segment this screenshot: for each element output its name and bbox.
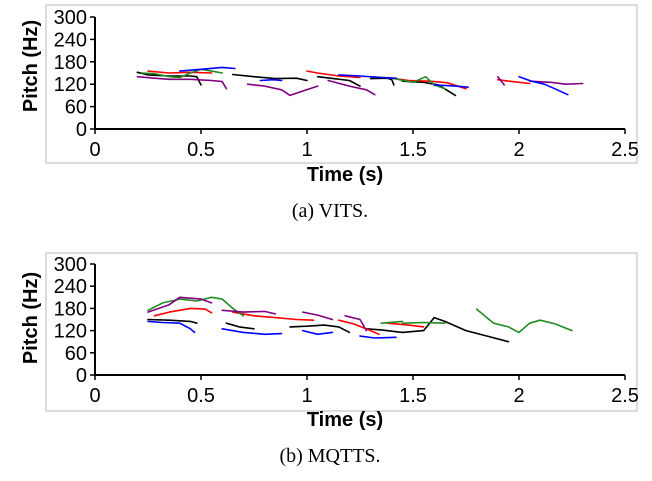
chart-b-caption: (b) MQTTS. bbox=[279, 445, 380, 467]
chart-a-series-red-segment bbox=[496, 78, 531, 85]
chart-a-x-tick-label: 0 bbox=[89, 139, 100, 161]
chart-a-x-tick-label: 0.5 bbox=[187, 139, 215, 161]
chart-a-frame bbox=[45, 4, 638, 164]
chart-a-ylabel: Pitch (Hz) bbox=[20, 20, 42, 112]
chart-a-series-purple-segment bbox=[528, 80, 584, 85]
chart-a-series-red-segment bbox=[147, 70, 213, 74]
chart-a-series-purple-segment bbox=[136, 75, 228, 90]
chart-a-y-tick-label: 180 bbox=[54, 52, 87, 74]
chart-b-series-black-segment bbox=[365, 316, 510, 343]
chart-b-series-red-segment bbox=[153, 307, 213, 317]
chart-b-series-blue-segment bbox=[147, 320, 196, 334]
chart-a-series-black-segment bbox=[136, 71, 202, 86]
chart-b-y-tick-label: 240 bbox=[54, 276, 87, 298]
chart-b-series-green-segment bbox=[380, 320, 404, 325]
chart-b-frame bbox=[45, 252, 638, 412]
chart-b-series-blue-segment bbox=[359, 335, 397, 339]
chart-a-y-tick-label: 300 bbox=[54, 7, 87, 29]
chart-a-x-tick-label: 2.5 bbox=[611, 139, 639, 161]
chart-a-series-blue-segment bbox=[179, 66, 236, 72]
chart-a-x-tick-label: 1 bbox=[301, 139, 312, 161]
chart-b-series-black-segment bbox=[147, 318, 198, 325]
chart-b-series-green-segment bbox=[147, 296, 245, 317]
chart-b-series-red-segment bbox=[386, 322, 425, 328]
chart-b-series-green-segment bbox=[475, 308, 573, 334]
chart-b-ylabel: Pitch (Hz) bbox=[20, 272, 42, 364]
chart-b-series-blue-segment bbox=[221, 327, 283, 336]
chart-a-series-purple-segment bbox=[327, 79, 376, 96]
chart-a-series-black-segment bbox=[232, 73, 308, 82]
chart-b-series-purple-segment bbox=[344, 314, 368, 332]
chart-a-x-tick-label: 1.5 bbox=[399, 139, 427, 161]
chart-b-x-tick-label: 0.5 bbox=[187, 385, 215, 407]
chart-a-series-green-segment bbox=[140, 68, 223, 79]
chart-b-series-green-segment bbox=[401, 321, 446, 325]
chart-b-y-tick-label: 180 bbox=[54, 298, 87, 320]
chart-a-series-blue-segment bbox=[518, 75, 569, 96]
chart-b-x-tick-label: 2 bbox=[513, 385, 524, 407]
chart-a-series-blue-segment bbox=[259, 78, 283, 82]
chart-b-x-tick-label: 0 bbox=[89, 385, 100, 407]
chart-b-y-tick-label: 0 bbox=[76, 365, 87, 387]
chart-a-y-tick-label: 240 bbox=[54, 29, 87, 51]
chart-a-xlabel: Time (s) bbox=[307, 164, 383, 186]
chart-b-y-tick-label: 300 bbox=[54, 254, 87, 276]
chart-a-x-tick-label: 2 bbox=[513, 139, 524, 161]
chart-a-series-purple-segment bbox=[246, 83, 319, 97]
chart-b-series-red-segment bbox=[337, 319, 380, 336]
chart-b-y-tick-label: 120 bbox=[54, 321, 87, 343]
chart-b-series-black-segment bbox=[289, 324, 351, 334]
chart-b-series-blue-segment bbox=[301, 329, 334, 336]
chart-b-xlabel: Time (s) bbox=[307, 409, 383, 431]
chart-b-x-tick-label: 1 bbox=[301, 385, 312, 407]
chart-a-y-tick-label: 60 bbox=[65, 97, 87, 119]
chart-a-series-purple-segment bbox=[496, 75, 506, 86]
chart-a-series-black-segment bbox=[369, 77, 395, 86]
chart-b-x-tick-label: 2.5 bbox=[611, 385, 639, 407]
chart-a-series-black-segment bbox=[316, 75, 361, 87]
chart-b-y-tick-label: 60 bbox=[65, 343, 87, 365]
chart-a-y-tick-label: 120 bbox=[54, 74, 87, 96]
chart-a-series-red-segment bbox=[306, 70, 361, 79]
chart-a-caption: (a) VITS. bbox=[292, 200, 368, 222]
chart-b-series-red-segment bbox=[232, 311, 315, 322]
chart-b-series-purple-segment bbox=[147, 296, 213, 313]
chart-b-series-black-segment bbox=[225, 322, 255, 330]
chart-a-series-blue-segment bbox=[433, 84, 469, 88]
chart-b-x-tick-label: 1.5 bbox=[399, 385, 427, 407]
chart-a-series-blue-segment bbox=[337, 74, 397, 79]
chart-b-series-purple-segment bbox=[221, 309, 277, 315]
chart-a-y-tick-label: 0 bbox=[76, 119, 87, 141]
chart-b-series-purple-segment bbox=[301, 311, 334, 321]
